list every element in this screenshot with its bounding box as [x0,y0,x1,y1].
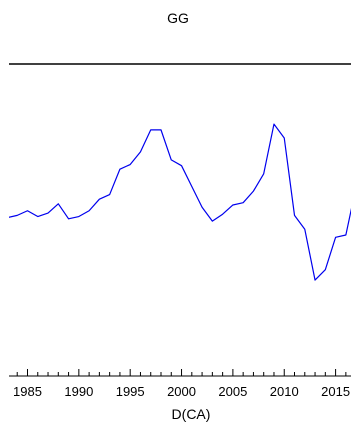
x-tick-label: 1985 [13,384,42,399]
x-axis-ticks: 1985 1990 1995 2000 2005 2010 2015 [13,369,350,399]
x-tick-label: 2000 [167,384,196,399]
x-tick-label: 2015 [321,384,350,399]
x-axis-label: D(CA) [172,406,211,422]
series-line [9,123,351,281]
x-tick-label: 1990 [64,384,93,399]
x-tick-label: 2005 [218,384,247,399]
x-tick-label: 2010 [270,384,299,399]
series-group [9,123,351,281]
x-tick-label: 1995 [116,384,145,399]
chart-title: GG [167,10,189,26]
